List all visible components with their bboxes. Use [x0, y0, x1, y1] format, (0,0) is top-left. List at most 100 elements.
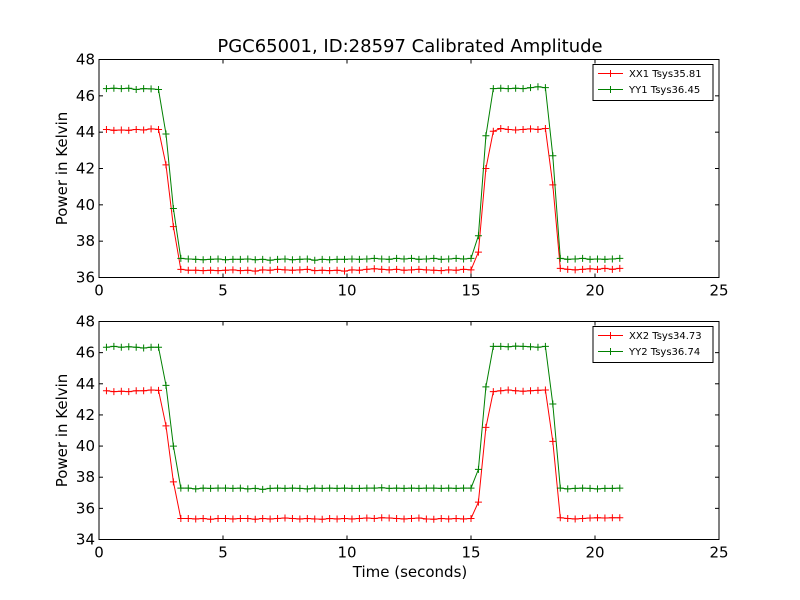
top-series-0-point: [132, 125, 140, 133]
bottom-series-0-point: [162, 422, 170, 430]
top-series-0-point: [102, 125, 110, 133]
top-series-1-point: [527, 84, 535, 92]
top-series-1-point: [430, 254, 438, 262]
bottom-series-1-point: [341, 484, 349, 492]
top-series-0-point: [467, 266, 475, 274]
bottom-series-1-point: [355, 484, 363, 492]
bottom-series-0-point: [378, 514, 386, 522]
bottom-series-1-point: [549, 400, 557, 408]
top-series-1-point: [229, 255, 237, 263]
top-series-0-point: [393, 265, 401, 273]
bottom-series-0-point: [370, 514, 378, 522]
top-series-1-point: [593, 255, 601, 263]
bottom-series-1-point: [244, 485, 252, 493]
bottom-series-0-point: [519, 387, 527, 395]
bottom-series-0-point: [541, 386, 549, 394]
bottom-series-1-point: [229, 484, 237, 492]
bottom-series-0-point: [355, 514, 363, 522]
bottom-series-1-point: [393, 484, 401, 492]
top-series-1-point: [125, 84, 133, 92]
bottom-x-tick-label: 25: [709, 544, 728, 562]
top-y-tick-label: 42: [76, 160, 95, 178]
bottom-series-0-point: [259, 514, 267, 522]
top-series-0-point: [579, 265, 587, 273]
bottom-series-0-point: [117, 387, 125, 395]
top-series-1-point: [579, 254, 587, 262]
bottom-series-1-point: [363, 484, 371, 492]
bottom-series-1-point: [288, 484, 296, 492]
bottom-series-0-point: [452, 514, 460, 522]
bottom-series-1-point: [303, 485, 311, 493]
top-series-0-point: [608, 265, 616, 273]
bottom-series-0-point: [192, 515, 200, 523]
bottom-series-1-point: [326, 484, 334, 492]
top-series-1-point: [385, 255, 393, 263]
top-series-1-point: [445, 255, 453, 263]
bottom-series-1-point: [266, 484, 274, 492]
bottom-series-0-point: [415, 514, 423, 522]
bottom-series-1-point: [259, 485, 267, 493]
bottom-series-1-point: [593, 485, 601, 493]
bottom-series-1-point: [460, 484, 468, 492]
top-series-0-point: [318, 266, 326, 274]
bottom-series-0-point: [534, 386, 542, 394]
top-series-1-point: [177, 254, 185, 262]
top-series-1-point: [564, 255, 572, 263]
bottom-series-0-point: [132, 387, 140, 395]
top-x-tick-label: 15: [461, 282, 480, 300]
bottom-series-1-point: [125, 343, 133, 351]
top-series-0-point: [497, 125, 505, 133]
bottom-series-0-point: [564, 514, 572, 522]
top-series-1-point: [474, 232, 482, 240]
top-series-1-point: [541, 84, 549, 92]
bottom-series-0-point: [102, 387, 110, 395]
top-series-1-point: [132, 85, 140, 93]
bottom-x-axis-ticks: 0 5 10 15 20 25: [94, 321, 729, 562]
top-series-0-point: [571, 266, 579, 274]
bottom-chart-panel: 0 5 10 15 20 25 34 36 38 40 42 44 46 48 Power in Kel…: [53, 313, 729, 562]
bottom-series-1-point: [311, 484, 319, 492]
top-series-1-point: [140, 85, 148, 93]
top-series-1-point: [452, 254, 460, 262]
top-series-0-point: [288, 266, 296, 274]
bottom-series-1-point: [296, 484, 304, 492]
top-y-tick-label: 46: [76, 87, 95, 105]
bottom-series-0-point: [407, 514, 415, 522]
top-series-1-point: [482, 132, 490, 140]
bottom-series-0-point: [303, 514, 311, 522]
top-series-0-point: [140, 126, 148, 134]
bottom-series-1-point: [221, 484, 229, 492]
top-series-1-point: [512, 84, 520, 92]
bottom-series-0-point: [601, 514, 609, 522]
bottom-series-0-point: [147, 386, 155, 394]
chart-title: PGC65001, ID:28597 Calibrated Amplitude: [217, 36, 602, 57]
bottom-series-1-point: [556, 484, 564, 492]
bottom-series-0-point: [437, 514, 445, 522]
bottom-series-1-point: [192, 485, 200, 493]
top-series-0-point: [616, 264, 624, 272]
top-series-0-point: [125, 126, 133, 134]
top-series-0-point: [452, 266, 460, 274]
bottom-series-1-point: [608, 484, 616, 492]
top-series-0-point: [162, 161, 170, 169]
top-series-0-point: [385, 266, 393, 274]
bottom-x-tick-label: 5: [218, 544, 228, 562]
top-series-1-point: [251, 256, 259, 264]
bottom-series-1-point: [155, 343, 163, 351]
top-series-0-point: [430, 266, 438, 274]
top-series-1-point: [102, 85, 110, 93]
top-series-0-point: [400, 266, 408, 274]
top-series-0-point: [296, 266, 304, 274]
top-series-0-point: [370, 265, 378, 273]
top-legend-label: YY1 Tsys36.45: [628, 85, 700, 96]
top-series-0-point: [221, 266, 229, 274]
bottom-series-1-point: [184, 484, 192, 492]
top-chart-panel: 0 5 10 15 20 25 36 38 40 42 44 46 48 Power in Kelvi…: [53, 51, 729, 300]
top-x-axis-ticks: 0 5 10 15 20 25: [94, 59, 729, 300]
bottom-series-line-0: [106, 389, 620, 520]
bottom-series-1-point: [571, 484, 579, 492]
bottom-series-1-point: [117, 343, 125, 351]
bottom-series-1-point: [415, 484, 423, 492]
top-series-0-point: [341, 267, 349, 275]
